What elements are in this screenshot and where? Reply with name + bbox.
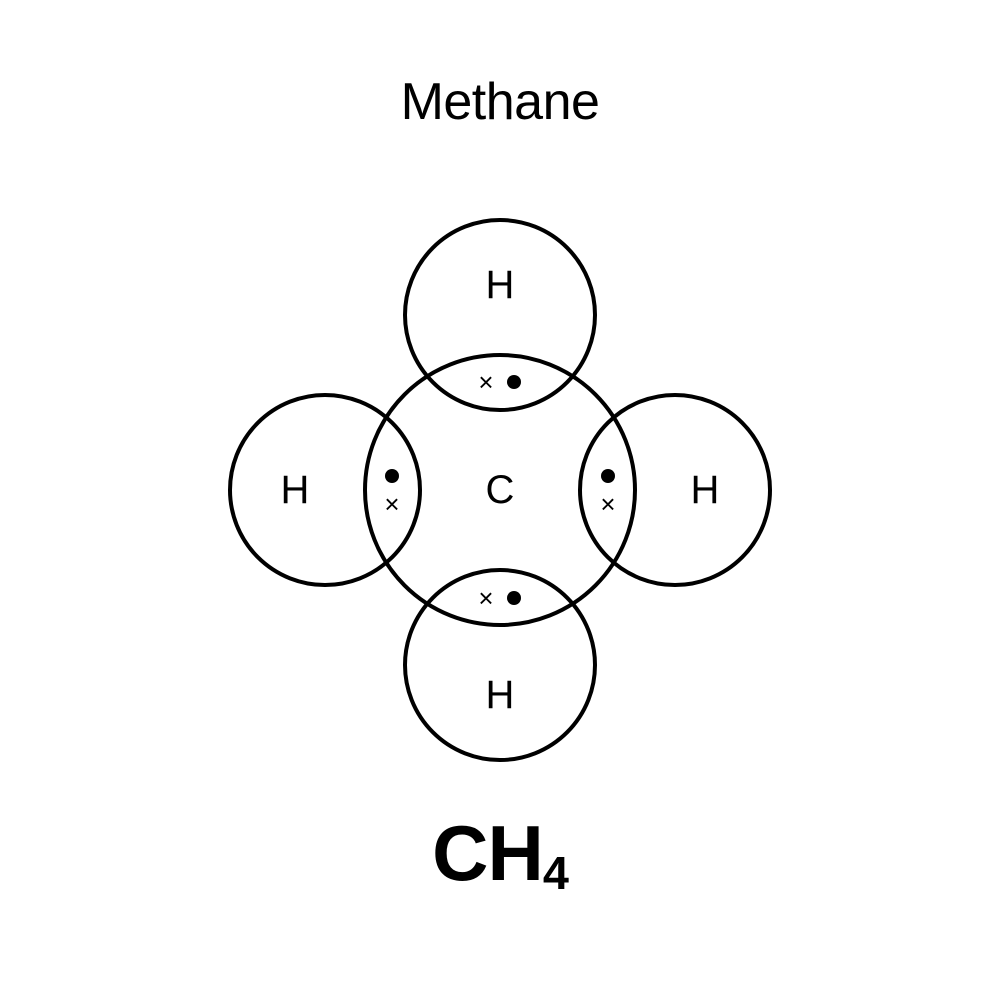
electron-dot-1 [601, 469, 615, 483]
hydrogen-label-0: H [486, 263, 515, 307]
electron-cross-3: × [384, 489, 399, 519]
electron-cross-1: × [600, 489, 615, 519]
electron-cross-0: × [478, 367, 493, 397]
electron-cross-2: × [478, 583, 493, 613]
hydrogen-circle-2 [405, 570, 595, 760]
electron-dot-0 [507, 375, 521, 389]
carbon-label: C [486, 468, 515, 512]
lewis-diagram: C H H H H × × × × [0, 0, 1000, 1000]
hydrogen-label-2: H [486, 673, 515, 717]
electron-dot-3 [385, 469, 399, 483]
hydrogen-label-3: H [281, 468, 310, 512]
hydrogen-label-1: H [691, 468, 720, 512]
electron-dot-2 [507, 591, 521, 605]
hydrogen-circle-0 [405, 220, 595, 410]
